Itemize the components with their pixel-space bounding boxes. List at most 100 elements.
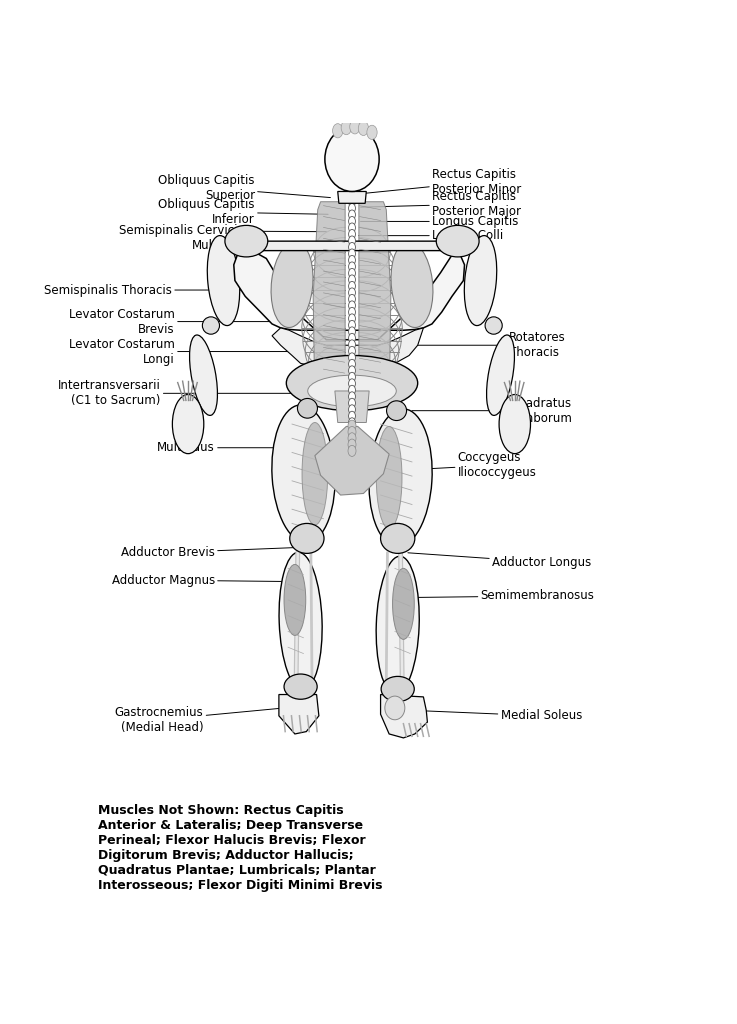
Text: Adductor Longus: Adductor Longus — [408, 553, 591, 568]
Polygon shape — [359, 202, 391, 407]
Text: Medial Soleus: Medial Soleus — [413, 710, 582, 722]
Text: Intertransversarii
(C1 to Sacrum): Intertransversarii (C1 to Sacrum) — [57, 379, 292, 408]
Text: Rectus Capitis
Posterior Minor: Rectus Capitis Posterior Minor — [362, 168, 521, 196]
Text: Semispinalis Cervicis: Semispinalis Cervicis — [119, 224, 326, 238]
Polygon shape — [335, 391, 369, 423]
Circle shape — [349, 307, 355, 316]
Ellipse shape — [308, 375, 397, 407]
Text: Longus Colli: Longus Colli — [359, 229, 503, 242]
Text: Longus Capitis: Longus Capitis — [360, 215, 518, 228]
Circle shape — [349, 294, 355, 304]
Ellipse shape — [225, 225, 268, 257]
Ellipse shape — [302, 423, 328, 525]
Ellipse shape — [381, 677, 414, 701]
Ellipse shape — [436, 225, 479, 257]
Ellipse shape — [393, 568, 414, 639]
Text: Muscles Not Shown: Rectus Capitis
Anterior & Lateralis; Deep Transverse
Perineal: Muscles Not Shown: Rectus Capitis Anteri… — [98, 804, 383, 892]
Ellipse shape — [377, 426, 402, 529]
Text: Quadratus
Lumborum: Quadratus Lumborum — [412, 396, 573, 425]
Text: Multifidus: Multifidus — [192, 239, 326, 252]
Circle shape — [349, 340, 355, 349]
Circle shape — [349, 301, 355, 310]
Circle shape — [349, 418, 355, 427]
Circle shape — [349, 359, 355, 369]
Circle shape — [349, 314, 355, 324]
Polygon shape — [279, 694, 319, 734]
Ellipse shape — [172, 394, 204, 454]
Ellipse shape — [189, 335, 217, 416]
Circle shape — [348, 439, 356, 451]
Ellipse shape — [369, 409, 432, 547]
Text: Coccygeus
Iliococcygeus: Coccygeus Iliococcygeus — [382, 452, 537, 479]
Circle shape — [349, 392, 355, 401]
Circle shape — [348, 445, 356, 457]
Text: Gastrocnemius
(Medial Head): Gastrocnemius (Medial Head) — [115, 706, 298, 734]
Circle shape — [349, 288, 355, 297]
Polygon shape — [315, 426, 389, 495]
Ellipse shape — [486, 335, 514, 416]
Circle shape — [349, 229, 355, 239]
Circle shape — [349, 327, 355, 336]
Polygon shape — [338, 191, 366, 204]
Polygon shape — [234, 242, 464, 340]
Ellipse shape — [271, 242, 313, 328]
Ellipse shape — [380, 523, 415, 553]
Ellipse shape — [385, 696, 405, 720]
Circle shape — [349, 236, 355, 246]
Circle shape — [332, 124, 343, 138]
Circle shape — [349, 334, 355, 343]
Ellipse shape — [272, 404, 335, 543]
Ellipse shape — [290, 523, 324, 553]
Ellipse shape — [203, 316, 220, 334]
Ellipse shape — [284, 564, 306, 635]
Circle shape — [341, 121, 352, 135]
Text: Obliquus Capitis
Superior: Obliquus Capitis Superior — [158, 173, 330, 202]
Circle shape — [350, 120, 360, 134]
Ellipse shape — [284, 674, 317, 699]
Circle shape — [349, 223, 355, 232]
Text: Multifidus: Multifidus — [157, 441, 305, 455]
Circle shape — [358, 121, 368, 135]
Circle shape — [349, 412, 355, 421]
Circle shape — [349, 216, 355, 226]
Circle shape — [349, 249, 355, 258]
Polygon shape — [272, 328, 423, 369]
Ellipse shape — [387, 400, 407, 421]
Ellipse shape — [391, 242, 433, 328]
Circle shape — [349, 398, 355, 408]
Text: Levator Costarum
Longi: Levator Costarum Longi — [69, 338, 296, 366]
Circle shape — [349, 204, 355, 213]
Circle shape — [349, 321, 355, 330]
Text: Rectus Capitis
Posterior Major: Rectus Capitis Posterior Major — [360, 190, 521, 218]
Text: Obliquus Capitis
Inferior: Obliquus Capitis Inferior — [158, 198, 328, 226]
Circle shape — [349, 197, 355, 207]
Circle shape — [349, 353, 355, 362]
Ellipse shape — [485, 316, 502, 334]
Circle shape — [348, 420, 356, 431]
Circle shape — [349, 385, 355, 395]
Ellipse shape — [286, 355, 418, 411]
Polygon shape — [380, 694, 427, 738]
Circle shape — [349, 282, 355, 291]
Ellipse shape — [464, 236, 497, 326]
Ellipse shape — [499, 394, 531, 454]
Text: Adductor Brevis: Adductor Brevis — [121, 546, 305, 559]
Ellipse shape — [298, 398, 318, 418]
Circle shape — [349, 274, 355, 285]
Circle shape — [349, 373, 355, 382]
Circle shape — [349, 268, 355, 278]
Text: Semispinalis Thoracis: Semispinalis Thoracis — [44, 284, 307, 297]
Polygon shape — [313, 202, 345, 407]
Ellipse shape — [325, 127, 379, 191]
Ellipse shape — [207, 236, 240, 326]
Circle shape — [367, 125, 377, 139]
Circle shape — [349, 346, 355, 355]
Circle shape — [349, 243, 355, 252]
Circle shape — [349, 210, 355, 219]
Circle shape — [349, 379, 355, 388]
Text: Adductor Magnus: Adductor Magnus — [112, 573, 310, 587]
Circle shape — [349, 262, 355, 271]
Circle shape — [349, 255, 355, 265]
Ellipse shape — [279, 552, 322, 690]
Circle shape — [349, 404, 355, 415]
